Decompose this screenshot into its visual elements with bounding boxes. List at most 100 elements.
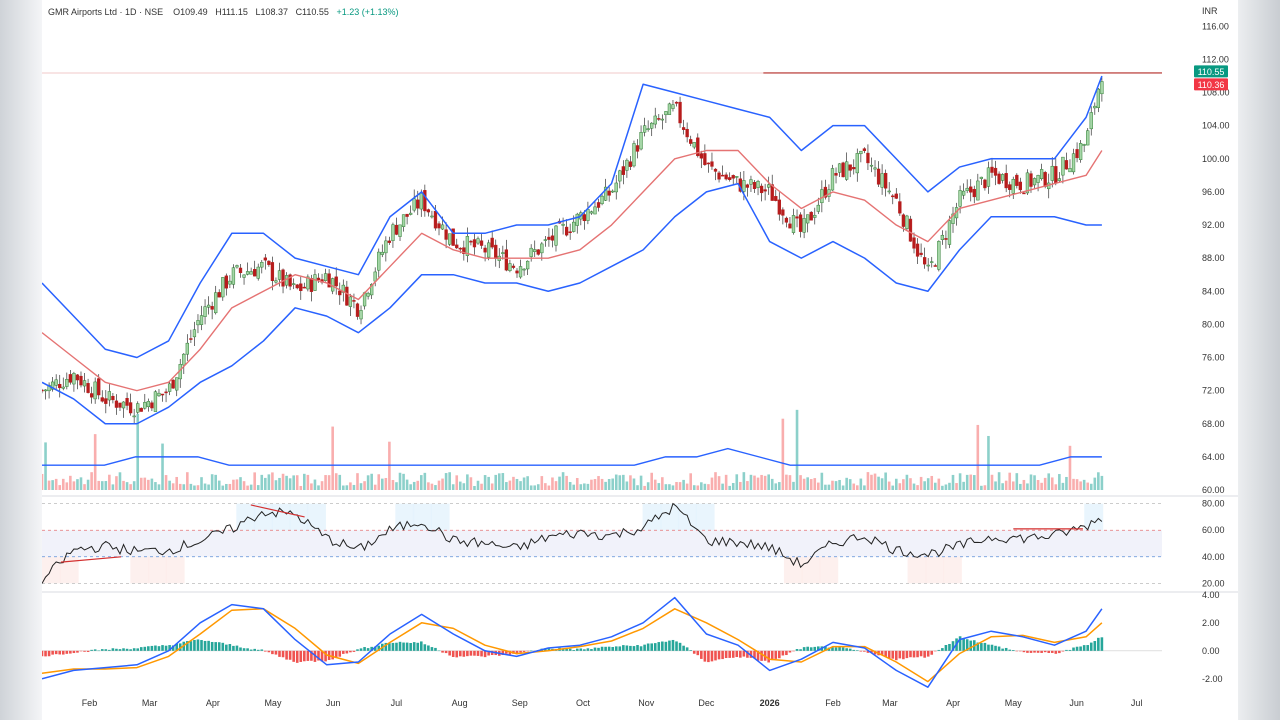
macd-histogram-bar — [409, 642, 412, 651]
volume-bar — [480, 483, 483, 490]
chart-canvas[interactable]: 116.00 112.00 108.00 104.00 100.00 96.00 92.00… — [42, 0, 1238, 720]
volume-bar — [200, 477, 203, 490]
volume-bar — [441, 478, 444, 490]
volume-bar — [905, 474, 909, 490]
macd-line — [42, 596, 1103, 688]
volume-bar — [494, 474, 498, 490]
candle — [926, 264, 930, 267]
macd-histogram-bar — [788, 650, 792, 653]
macd-histogram-bar — [731, 650, 735, 658]
macd-histogram-bar — [668, 640, 671, 651]
volume-bar — [547, 485, 551, 490]
volume-bar — [281, 473, 285, 490]
candle — [798, 214, 803, 232]
macd-histogram-bar — [753, 650, 756, 659]
time-axis-label: Jun — [1069, 698, 1084, 708]
candle — [455, 244, 459, 249]
candle — [635, 145, 640, 152]
candle — [845, 161, 849, 180]
macd-histogram-bar — [1019, 650, 1022, 652]
candle — [430, 215, 434, 218]
macd-histogram-bar — [756, 650, 760, 661]
time-axis-label: Aug — [452, 698, 468, 708]
candle — [384, 240, 388, 254]
candle — [185, 342, 189, 355]
rsi-divergence-line — [60, 556, 122, 563]
volume-bar — [72, 481, 76, 490]
macd-histogram-bar — [402, 642, 405, 651]
volume-bar — [692, 485, 696, 490]
volume-bar — [965, 474, 969, 490]
candle — [1004, 173, 1008, 189]
volume-bar — [746, 481, 749, 490]
candle — [855, 153, 859, 174]
volume-bar — [1093, 477, 1097, 490]
macd-histogram-bar — [926, 650, 930, 657]
interval-label[interactable]: 1D — [125, 7, 137, 17]
volume-bar — [586, 483, 590, 490]
macd-histogram-bar — [848, 648, 852, 651]
candle — [75, 374, 80, 381]
macd-histogram-bar — [1008, 649, 1012, 651]
volume-bar — [178, 483, 182, 490]
price-tick-label: 60.00 — [1202, 485, 1225, 495]
volume-bar — [264, 477, 267, 490]
candle — [749, 179, 753, 185]
macd-histogram-bar — [834, 647, 838, 651]
rsi-tick-label: 20.00 — [1202, 578, 1225, 588]
volume-bar — [721, 483, 724, 490]
volume-bar — [636, 485, 639, 490]
candle — [1096, 88, 1100, 108]
level-price-badge — [1194, 78, 1228, 91]
macd-histogram-bar — [490, 650, 494, 656]
candle — [224, 275, 228, 289]
candle — [986, 167, 991, 187]
volume-bar — [575, 477, 579, 490]
candle — [681, 127, 686, 130]
candle — [905, 215, 909, 229]
volume-bar — [86, 479, 90, 490]
macd-histogram-bar — [1022, 650, 1026, 653]
volume-bar — [175, 476, 179, 490]
macd-histogram-bar — [412, 642, 416, 651]
volume-bar — [958, 473, 962, 490]
candle — [586, 209, 590, 221]
volume-bar — [171, 483, 175, 490]
volume-bar — [873, 473, 877, 490]
macd-histogram-bar — [650, 643, 654, 651]
candle — [901, 214, 906, 227]
volume-bar — [235, 479, 239, 490]
macd-histogram-bar — [632, 646, 636, 651]
candle — [1061, 156, 1065, 176]
volume-bar — [955, 483, 958, 490]
macd-histogram-bar — [1026, 650, 1029, 653]
macd-histogram-bar — [104, 649, 108, 651]
volume-bar — [299, 485, 303, 490]
volume-bar — [671, 485, 675, 490]
macd-tick-label: 4.00 — [1202, 590, 1220, 600]
candle — [568, 231, 572, 233]
volume-bar — [614, 474, 618, 490]
candle — [146, 401, 150, 408]
candle — [231, 267, 236, 285]
macd-histogram-bar — [817, 646, 820, 651]
volume-bar — [427, 482, 430, 490]
macd-histogram-bar — [880, 650, 884, 656]
symbol-name[interactable]: GMR Airports Ltd — [48, 7, 118, 17]
macd-histogram-bar — [579, 648, 583, 651]
macd-histogram-bar — [419, 641, 423, 651]
volume-bar — [813, 478, 817, 490]
macd-histogram-bar — [657, 642, 661, 651]
volume-bar — [349, 482, 352, 490]
volume-bar — [303, 473, 306, 490]
macd-histogram-bar — [295, 650, 299, 663]
candle — [412, 198, 416, 211]
candle — [235, 265, 239, 268]
candle — [891, 195, 895, 198]
macd-histogram-bar — [483, 650, 487, 658]
macd-histogram-bar — [692, 650, 696, 654]
volume-bar — [561, 472, 565, 490]
volume-bar — [760, 474, 763, 490]
volume-bar — [1100, 475, 1104, 490]
candle — [944, 238, 948, 240]
